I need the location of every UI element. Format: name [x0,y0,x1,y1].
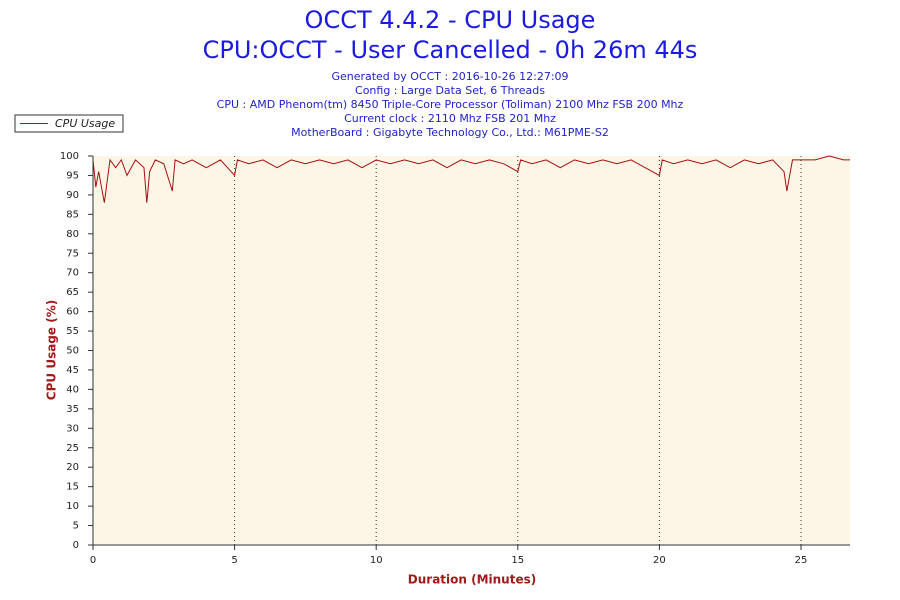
data-line [92,155,850,203]
y-tick-label: 10 [66,501,79,512]
info-line: CPU : AMD Phenom(tm) 8450 Triple-Core Pr… [217,98,684,111]
y-tick-label: 75 [66,248,79,259]
info-line: Current clock : 2110 Mhz FSB 201 Mhz [344,112,556,125]
y-tick-label: 15 [66,482,79,493]
y-tick-label: 70 [66,268,79,279]
y-tick-label: 35 [66,404,79,415]
y-tick-label: 5 [73,521,79,532]
x-axis-label: Duration (Minutes) [408,573,536,587]
x-tick-label: 15 [511,555,524,566]
legend-box [14,114,124,133]
chart-title: OCCT 4.4.2 - CPU Usage [305,6,596,34]
x-tick-label: 0 [90,555,96,566]
y-tick-label: 0 [73,540,79,551]
y-tick-label: 30 [66,423,79,434]
y-axis-label: CPU Usage (%) [45,300,59,400]
x-tick-label: 20 [653,555,666,566]
info-line: MotherBoard : Gigabyte Technology Co., L… [291,126,609,139]
y-tick-label: 45 [66,365,79,376]
plot-area [93,156,850,545]
y-tick-label: 55 [66,326,79,337]
y-tick-label: 65 [66,287,79,298]
y-tick-label: 100 [60,151,79,162]
y-tick-label: 25 [66,443,79,454]
legend-label: CPU Usage [55,117,115,130]
x-tick-label: 25 [795,555,808,566]
y-tick-label: 60 [66,307,79,318]
y-tick-label: 50 [66,346,79,357]
y-tick-label: 40 [66,384,79,395]
y-tick-label: 20 [66,462,79,473]
chart-subtitle: CPU:OCCT - User Cancelled - 0h 26m 44s [203,36,698,64]
info-line: Generated by OCCT : 2016-10-26 12:27:09 [331,70,568,83]
y-tick-label: 80 [66,229,79,240]
x-tick-label: 10 [370,555,383,566]
y-tick-label: 85 [66,209,79,220]
y-tick-label: 95 [66,170,79,181]
x-tick-label: 5 [231,555,237,566]
info-line: Config : Large Data Set, 6 Threads [355,84,545,97]
y-tick-label: 90 [66,190,79,201]
